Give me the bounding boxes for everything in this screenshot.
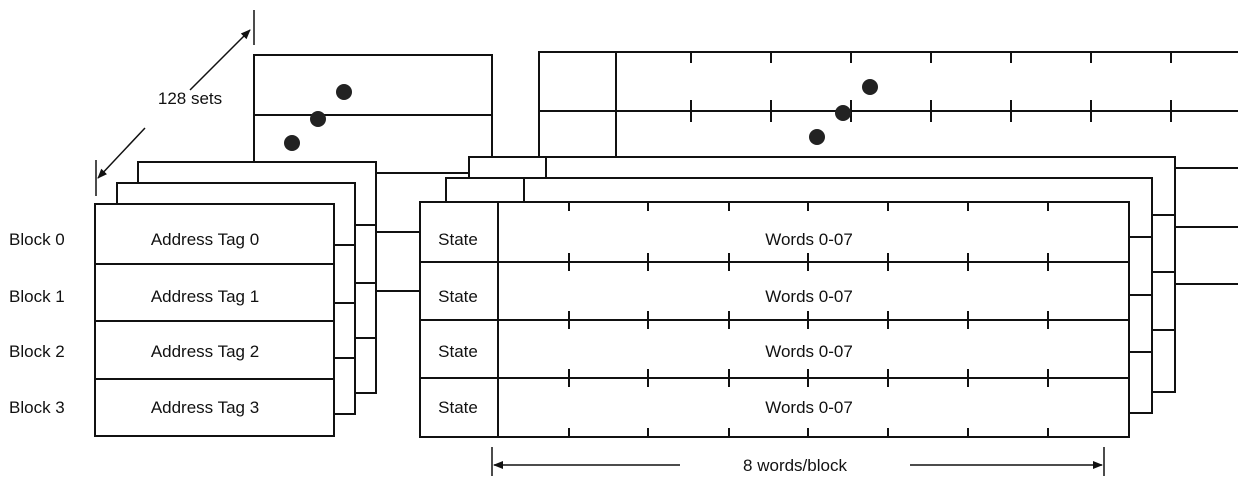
words-label: Words 0-07 xyxy=(765,287,853,306)
tag-array: Address Tag 0 Address Tag 1 Address Tag … xyxy=(94,54,493,437)
address-tag-label: Address Tag 1 xyxy=(151,287,259,306)
words-label: Words 0-07 xyxy=(765,230,853,249)
state-label: State xyxy=(438,287,478,306)
ellipsis-dot xyxy=(310,111,326,127)
words-per-block-dimension: 8 words/block xyxy=(491,447,1105,476)
state-label: State xyxy=(438,342,478,361)
block-label: Block 2 xyxy=(9,342,65,361)
address-tag-label: Address Tag 0 xyxy=(151,230,259,249)
data-plane-front: State State State State Words 0-07 Words… xyxy=(419,201,1130,438)
state-label: State xyxy=(438,398,478,417)
data-plane-back xyxy=(538,51,1238,157)
block-label: Block 1 xyxy=(9,287,65,306)
state-label: State xyxy=(438,230,478,249)
block-labels: Block 0 Block 1 Block 2 Block 3 xyxy=(9,230,65,417)
address-tag-label: Address Tag 3 xyxy=(151,398,259,417)
block-label: Block 0 xyxy=(9,230,65,249)
data-array: State State State State Words 0-07 Words… xyxy=(419,51,1238,438)
ellipsis-dot xyxy=(862,79,878,95)
tag-plane-back xyxy=(253,54,493,174)
ellipsis-dot xyxy=(336,84,352,100)
ellipsis-dot xyxy=(835,105,851,121)
ellipsis-dot xyxy=(284,135,300,151)
block-label: Block 3 xyxy=(9,398,65,417)
words-label: Words 0-07 xyxy=(765,342,853,361)
words-per-block-label: 8 words/block xyxy=(743,456,847,475)
address-tag-label: Address Tag 2 xyxy=(151,342,259,361)
sets-label: 128 sets xyxy=(158,89,222,108)
sets-dimension: 128 sets xyxy=(95,10,255,196)
tag-plane-front: Address Tag 0 Address Tag 1 Address Tag … xyxy=(94,203,335,437)
ellipsis-dot xyxy=(809,129,825,145)
words-label: Words 0-07 xyxy=(765,398,853,417)
